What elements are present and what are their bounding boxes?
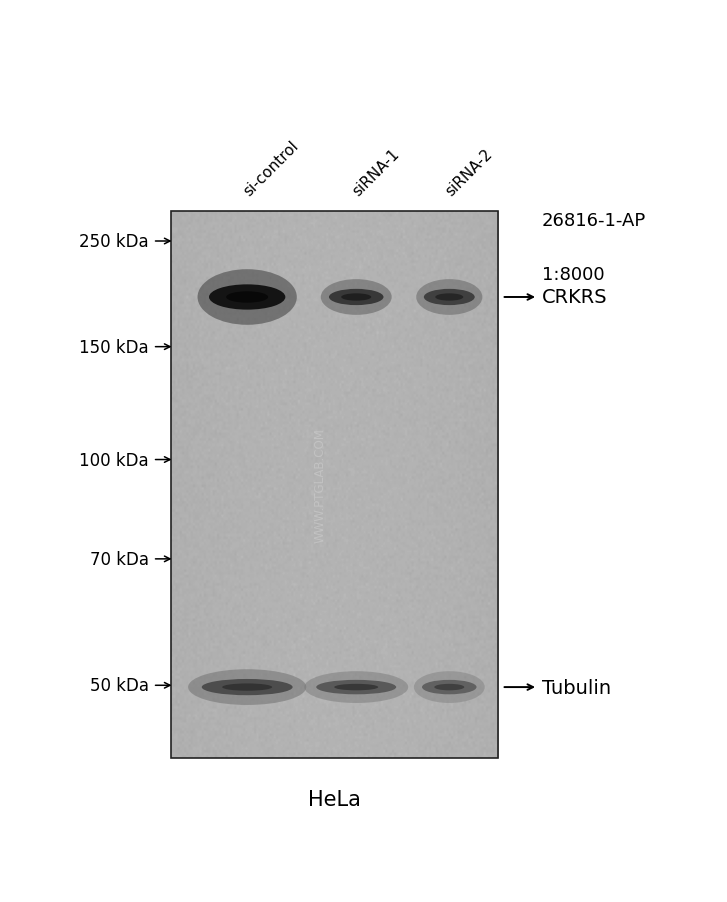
Ellipse shape: [422, 680, 477, 695]
Text: 1:8000: 1:8000: [542, 266, 604, 284]
Text: siRNA-2: siRNA-2: [442, 146, 495, 198]
Text: si-control: si-control: [240, 138, 301, 198]
Text: Tubulin: Tubulin: [542, 677, 611, 697]
Text: 26816-1-AP: 26816-1-AP: [542, 212, 646, 230]
Ellipse shape: [334, 684, 378, 691]
Bar: [171, 212, 498, 758]
Ellipse shape: [416, 280, 483, 316]
Ellipse shape: [329, 290, 384, 306]
Ellipse shape: [316, 680, 396, 695]
Ellipse shape: [202, 679, 292, 695]
Text: CRKRS: CRKRS: [542, 288, 607, 308]
Ellipse shape: [198, 270, 297, 326]
Ellipse shape: [341, 294, 371, 301]
Text: 250 kDa: 250 kDa: [79, 233, 149, 251]
Ellipse shape: [414, 671, 485, 704]
Ellipse shape: [226, 292, 268, 303]
Ellipse shape: [435, 294, 463, 301]
Ellipse shape: [305, 671, 409, 704]
Text: 70 kDa: 70 kDa: [90, 550, 149, 568]
Ellipse shape: [424, 290, 475, 306]
Text: HeLa: HeLa: [308, 789, 361, 809]
Text: 50 kDa: 50 kDa: [90, 676, 149, 695]
Text: WWW.PTGLAB.COM: WWW.PTGLAB.COM: [313, 428, 326, 542]
Text: 150 kDa: 150 kDa: [79, 338, 149, 356]
Ellipse shape: [321, 280, 392, 316]
Ellipse shape: [209, 285, 285, 310]
Text: siRNA-1: siRNA-1: [349, 146, 402, 198]
Ellipse shape: [222, 684, 272, 691]
Text: 100 kDa: 100 kDa: [79, 451, 149, 469]
Ellipse shape: [434, 684, 465, 691]
Ellipse shape: [188, 669, 306, 705]
